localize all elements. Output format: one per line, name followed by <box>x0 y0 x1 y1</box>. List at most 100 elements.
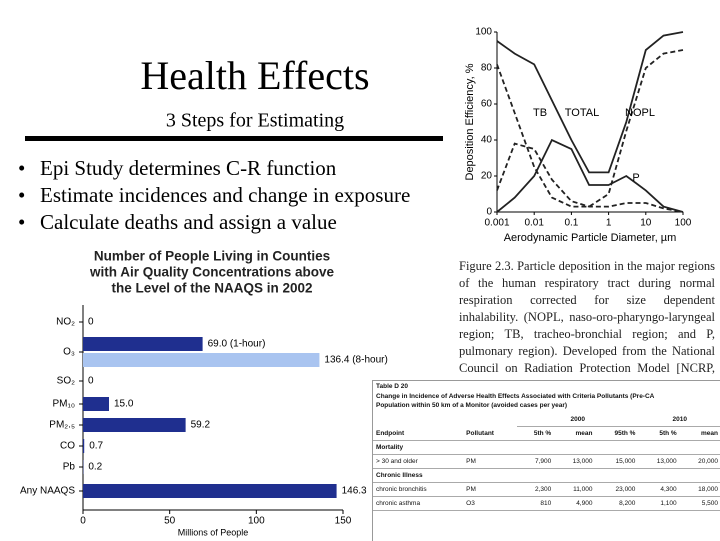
x-tick-label: 150 <box>335 516 352 527</box>
y-tick-label: CO <box>60 441 75 452</box>
column-header: 5th % <box>638 427 679 441</box>
cell: 13,000 <box>554 455 595 469</box>
series-line <box>497 32 683 172</box>
bullet: •Epi Study determines C-R function <box>18 155 410 182</box>
bar <box>83 397 109 411</box>
cell: 1,100 <box>638 497 679 511</box>
cell: PM <box>463 455 517 469</box>
cell: 810 <box>517 497 554 511</box>
cell: O3 <box>463 497 517 511</box>
bullet: •Calculate deaths and assign a value <box>18 209 410 236</box>
cell <box>373 413 517 427</box>
bar <box>83 418 186 432</box>
series-line <box>497 50 683 207</box>
bullet-text: Calculate deaths and assign a value <box>40 210 337 234</box>
y-tick-label: 60 <box>481 99 493 110</box>
value-label: 0 <box>88 376 94 387</box>
cell: 4,300 <box>638 483 679 497</box>
value-label: 69.0 (1-hour) <box>208 339 266 350</box>
column-header: 95th % <box>595 427 638 441</box>
x-tick-label: 1 <box>606 218 612 229</box>
cell: 7,900 <box>517 455 554 469</box>
cell: 2,300 <box>517 483 554 497</box>
y-tick-label: 80 <box>481 63 493 74</box>
x-tick-label: 0.1 <box>564 218 578 229</box>
x-tick-label: 0.001 <box>484 218 509 229</box>
column-header: 5th % <box>517 427 554 441</box>
column-header: mean <box>680 427 720 441</box>
value-label: 59.2 <box>191 420 211 431</box>
cell: 4,900 <box>554 497 595 511</box>
column-header: mean <box>554 427 595 441</box>
bullet-text: Epi Study determines C-R function <box>40 156 336 180</box>
slide-title: Health Effects <box>140 53 369 98</box>
y-tick-label: Pb <box>63 462 76 473</box>
x-tick-label: 50 <box>164 516 176 527</box>
bullet: •Estimate incidences and change in expos… <box>18 182 410 209</box>
x-tick-label: 0 <box>80 516 86 527</box>
value-label: 146.3 <box>342 486 367 497</box>
column-header: Pollutant <box>463 427 517 441</box>
chart-title: with Air Quality Concentrations above <box>89 265 335 280</box>
y-tick-label: Any NAAQS <box>20 486 75 497</box>
cell: 5,500 <box>680 497 720 511</box>
y-axis-label: Deposition Efficiency, % <box>464 63 476 180</box>
figure-caption: Figure 2.3. Particle deposition in the m… <box>459 258 715 394</box>
series-label: TB <box>533 107 547 119</box>
series-line <box>497 140 683 212</box>
y-tick-label: O₃ <box>63 347 75 358</box>
cell: > 30 and older <box>373 455 463 469</box>
x-tick-label: 100 <box>248 516 265 527</box>
y-tick-label: 40 <box>481 135 493 146</box>
table-title: Table D 20 <box>373 381 720 392</box>
column-header: Endpoint <box>373 427 463 441</box>
value-label: 136.4 (8-hour) <box>324 355 387 366</box>
section-header: Chronic Illness <box>373 469 720 483</box>
y-tick-label: PM₁₀ <box>52 399 75 410</box>
series-label: TOTAL <box>565 107 599 119</box>
chart-title: Number of People Living in Counties <box>94 249 330 264</box>
bar <box>83 353 319 367</box>
x-tick-label: 10 <box>640 218 652 229</box>
x-tick-label: 100 <box>675 218 692 229</box>
cell: chronic asthma <box>373 497 463 511</box>
bar <box>83 439 84 453</box>
x-axis-label: Millions of People <box>178 527 249 537</box>
y-tick-label: NO₂ <box>56 317 75 328</box>
bar <box>83 484 337 498</box>
cell: chronic bronchitis <box>373 483 463 497</box>
series-line <box>497 144 683 212</box>
series-label: NOPL <box>625 107 655 119</box>
x-tick-label: 0.01 <box>524 218 544 229</box>
y-tick-label: PM₂.₅ <box>49 420 75 431</box>
bullet-list: •Epi Study determines C-R function•Estim… <box>18 155 410 236</box>
bullet-text: Estimate incidences and change in exposu… <box>40 183 410 207</box>
value-label: 0.2 <box>88 462 102 473</box>
slide-subtitle: 3 Steps for Estimating <box>166 110 344 132</box>
cell: PM <box>463 483 517 497</box>
year-header: 2000 <box>517 413 638 427</box>
cell: 11,000 <box>554 483 595 497</box>
table-caption: Population within 50 km of a Monitor (av… <box>373 401 720 410</box>
table-row: Chronic Illness <box>373 469 720 483</box>
year-header: 2010 <box>638 413 720 427</box>
y-tick-label: 20 <box>481 171 493 182</box>
cell: 15,000 <box>595 455 638 469</box>
value-label: 0 <box>88 317 94 328</box>
bullet-dot: • <box>18 182 40 209</box>
x-axis-label: Aerodynamic Particle Diameter, µm <box>504 232 677 244</box>
value-label: 15.0 <box>114 399 134 410</box>
cell: 13,000 <box>638 455 679 469</box>
cell: 20,000 <box>680 455 720 469</box>
y-tick-label: SO₂ <box>57 376 75 387</box>
bar <box>83 337 203 351</box>
y-tick-label: 100 <box>475 27 492 38</box>
title-rule <box>25 136 443 141</box>
